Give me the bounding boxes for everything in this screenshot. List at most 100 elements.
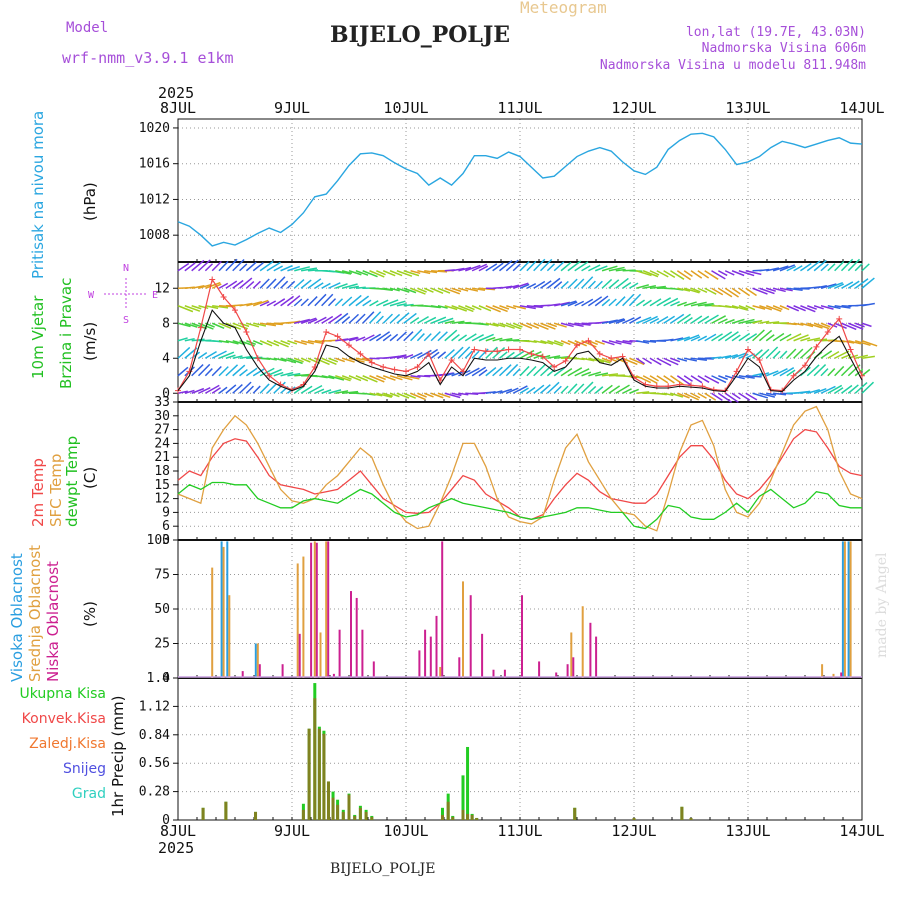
legend-snow: Snijeg xyxy=(62,761,106,777)
wind-arrow xyxy=(177,305,194,313)
wind-arrow xyxy=(581,340,597,348)
wind-arrow xyxy=(546,368,556,377)
y-tick-label: 0 xyxy=(162,671,170,686)
wind-arrow xyxy=(731,352,748,359)
wind-arrow xyxy=(861,277,875,289)
wind-arrow xyxy=(321,357,337,366)
lonlat-text: lon,lat (19.7E, 43.03N) xyxy=(685,25,866,40)
precip-bar-conv xyxy=(313,698,317,820)
compass-e: E xyxy=(152,290,158,301)
wind-arrow xyxy=(772,392,787,396)
wind-arrow xyxy=(280,295,295,307)
y-tick-label: 0 xyxy=(162,813,170,828)
wind-arrow xyxy=(574,278,585,289)
wind-arrow xyxy=(711,315,727,324)
wind-arrow xyxy=(683,334,700,342)
cloud-bar-mid xyxy=(843,541,846,678)
wind-arrow xyxy=(608,298,617,307)
wind-arrow xyxy=(328,357,339,363)
wind-arrow xyxy=(396,331,407,342)
wind-arrow xyxy=(656,392,667,396)
wind-arrow xyxy=(854,322,865,328)
wind-arrow xyxy=(800,390,811,394)
wind-arrow xyxy=(629,388,639,394)
wind-arrow xyxy=(711,333,723,342)
wind-arrow xyxy=(184,262,196,272)
year-top: 2025 xyxy=(158,84,194,102)
cloud-bar-low xyxy=(424,629,427,678)
wind-arrow xyxy=(492,366,503,377)
wind-arrow xyxy=(341,270,353,275)
wind-arrow xyxy=(273,340,289,348)
cloud-bar-low xyxy=(481,633,484,678)
wind-arrow xyxy=(334,298,344,307)
wind-arrow xyxy=(335,270,352,275)
wind-arrow xyxy=(492,337,503,342)
wind-gust-marker xyxy=(574,342,580,349)
wind-arrow xyxy=(595,372,609,377)
wind-arrow xyxy=(670,313,685,324)
wind-arrow xyxy=(594,280,603,289)
wind-arrow xyxy=(458,305,474,313)
wind-arrow xyxy=(834,283,845,289)
precip-bar-conv xyxy=(680,806,684,820)
wind-arrow xyxy=(540,364,553,377)
wind-arrow xyxy=(539,258,553,272)
wind-arrow xyxy=(765,370,779,377)
wind-arrow xyxy=(280,264,293,272)
wind-arrow xyxy=(259,260,274,272)
x-label-top: 14JUL xyxy=(839,99,884,117)
wind-arrow xyxy=(177,262,190,272)
wind-arrow xyxy=(636,340,650,344)
cloud-bar-mid xyxy=(821,664,824,678)
wind-arrow xyxy=(724,392,739,403)
wind-arrow xyxy=(225,340,239,345)
wind-arrow xyxy=(485,366,497,377)
wind-arrow xyxy=(355,375,369,382)
wind-arrow xyxy=(601,340,615,346)
wind-arrow xyxy=(677,392,690,399)
y-tick-label: 30 xyxy=(154,409,170,424)
wind-arrow xyxy=(177,337,188,342)
wind-arrow xyxy=(677,336,690,342)
wind-arrow xyxy=(478,333,494,342)
precip-bar-conv xyxy=(307,728,311,820)
wind-arrow xyxy=(738,392,751,401)
wind-arrow xyxy=(663,297,679,307)
wind-arrow xyxy=(806,364,820,377)
cloud-bar-mid xyxy=(256,643,259,678)
cloud-bar-low xyxy=(521,595,523,678)
compass-s: S xyxy=(123,315,129,326)
wind-arrow xyxy=(526,365,537,377)
wind-arrow xyxy=(608,266,625,272)
cloud-bar-mid xyxy=(228,595,231,678)
wind-arrow xyxy=(294,357,304,363)
wind-arrow xyxy=(191,305,202,310)
wind-arrow xyxy=(683,301,697,307)
wind-arrow xyxy=(389,354,406,359)
wind-arrow xyxy=(280,357,297,364)
precip-bar-conv xyxy=(461,809,465,820)
wind-arrow xyxy=(745,270,762,276)
wind-arrow xyxy=(820,263,829,272)
wind-arrow xyxy=(403,312,417,324)
wind-arrow xyxy=(464,333,477,342)
wind-arrow xyxy=(335,390,349,394)
wind-arrow xyxy=(615,340,632,345)
wind-arrow xyxy=(375,331,391,342)
y-tick-label: 12 xyxy=(154,492,170,507)
wind-arrow xyxy=(328,375,345,381)
wind-arrow xyxy=(177,346,191,359)
wind-arrow xyxy=(471,305,482,311)
wind-arrow xyxy=(294,266,310,272)
precip-bar-conv xyxy=(254,811,258,820)
wind-arrow xyxy=(752,372,763,377)
wind-arrow xyxy=(335,283,348,289)
wind-arrow xyxy=(451,320,465,324)
wind-arrow xyxy=(369,270,385,278)
wind-arrow xyxy=(239,381,252,394)
wind-arrow xyxy=(300,357,311,363)
legend-conv: Konvek.Kisa xyxy=(21,711,106,727)
wind-arrow xyxy=(642,299,652,307)
wind-arrow xyxy=(526,305,543,309)
